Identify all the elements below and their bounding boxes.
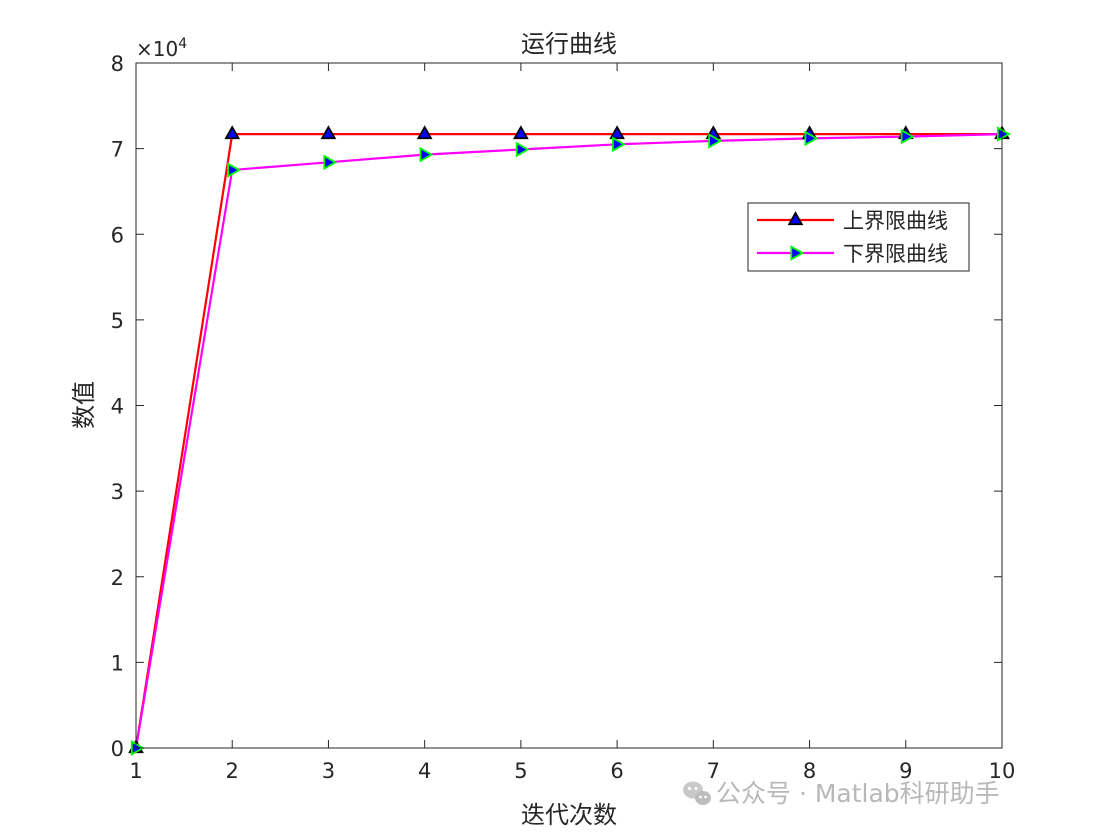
x-tick-label: 10: [989, 759, 1016, 783]
watermark-text: 公众号 · Matlab科研助手: [716, 779, 1000, 808]
watermark: 公众号 · Matlab科研助手: [683, 779, 1000, 808]
y-tick-label: 8: [111, 52, 124, 76]
y-tick-label: 2: [111, 566, 124, 590]
wechat-icon: [683, 781, 711, 805]
x-tick-label: 8: [803, 759, 816, 783]
legend-marker-2: [790, 245, 805, 261]
data-point-series-1-4: [416, 125, 433, 140]
y-axis-label: 数值: [70, 381, 98, 429]
y-tick-label: 1: [111, 651, 124, 675]
x-tick-label: 4: [418, 759, 431, 783]
y-tick-label: 4: [111, 395, 124, 419]
y-exponent-base: ×10: [136, 37, 178, 61]
x-tick-label: 9: [899, 759, 912, 783]
data-point-series-1-2: [224, 125, 241, 140]
plot-area: [136, 63, 1002, 748]
x-tick-label: 3: [322, 759, 335, 783]
data-point-series-2-8: [804, 130, 819, 147]
legend-marker-1: [787, 211, 804, 226]
x-axis-label: 迭代次数: [521, 801, 617, 829]
data-point-series-1-5: [513, 125, 529, 140]
y-tick-label: 5: [111, 309, 124, 333]
data-point-series-1-3: [320, 125, 337, 140]
chart-title: 运行曲线: [521, 30, 617, 58]
data-point-series-2-9: [900, 128, 915, 145]
data-point-series-2-7: [708, 133, 723, 149]
y-tick-label: 3: [111, 480, 124, 504]
y-tick-label: 0: [111, 737, 124, 761]
x-tick-label: 7: [707, 759, 720, 783]
legend-box: [747, 202, 970, 272]
series-layer: [128, 125, 1011, 756]
axes: [136, 63, 1002, 748]
y-exponent-label: ×104: [136, 36, 187, 61]
legend-label-2: 下界限曲线: [843, 242, 948, 266]
x-tick-label: 6: [610, 759, 623, 783]
series-line-2: [134, 133, 1003, 749]
x-tick-label: 5: [514, 759, 527, 783]
data-point-series-2-6: [612, 136, 626, 153]
series-line-1: [134, 133, 1002, 749]
labels-layer: 运行曲线 迭代次数 数值 ×104: [70, 30, 617, 829]
data-point-series-2-4: [419, 146, 434, 163]
y-tick-label: 7: [111, 138, 124, 162]
data-point-series-2-10: [996, 126, 1011, 142]
x-tick-label: 1: [129, 759, 142, 783]
data-point-series-2-2: [227, 162, 242, 178]
data-point-series-2-3: [323, 154, 338, 171]
data-point-series-1-6: [609, 125, 625, 140]
data-point-series-2-5: [515, 141, 530, 158]
x-tick-label: 2: [226, 759, 239, 783]
y-tick-label: 6: [111, 223, 124, 247]
legend-label-1: 上界限曲线: [843, 209, 948, 233]
y-exponent-power: 4: [178, 36, 187, 52]
